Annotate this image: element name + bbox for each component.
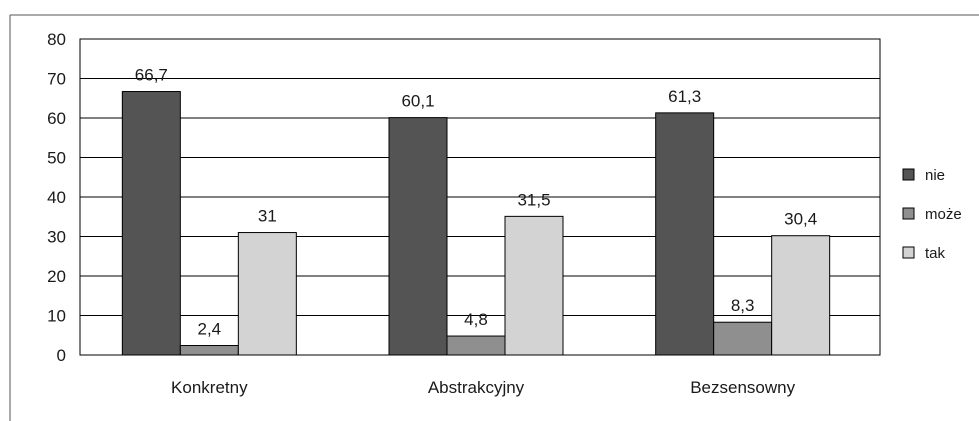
- data-label: 31,5: [517, 190, 550, 209]
- gridlines: [80, 38, 880, 356]
- y-tick-label: 0: [57, 346, 66, 365]
- data-label: 31: [258, 207, 277, 226]
- data-label: 4,8: [464, 310, 488, 329]
- y-tick-label: 60: [47, 109, 66, 128]
- data-label: 60,1: [401, 92, 434, 111]
- data-label: 61,3: [668, 87, 701, 106]
- legend-label: nie: [925, 167, 945, 184]
- x-axis: Konkretny Abstrakcyjny Bezsensowny: [171, 378, 796, 397]
- y-tick-label: 80: [47, 30, 66, 49]
- data-label: 30,4: [784, 210, 817, 229]
- legend-label: może: [925, 206, 962, 223]
- bar-nie-Bezsensowny: [655, 112, 715, 356]
- y-axis: 0 10 20 30 40 50 60 70 80: [47, 30, 881, 365]
- x-tick-label: Konkretny: [171, 378, 248, 397]
- y-tick-label: 10: [47, 307, 66, 326]
- legend-swatch-nie: [902, 168, 915, 181]
- y-tick-label: 20: [47, 267, 66, 286]
- data-label: 2,4: [198, 320, 222, 339]
- y-tick-label: 30: [47, 228, 66, 247]
- data-label: 8,3: [731, 296, 755, 315]
- legend-label: tak: [925, 245, 946, 262]
- legend: nie może tak: [902, 167, 962, 262]
- y-tick-label: 50: [47, 149, 66, 168]
- x-tick-label: Abstrakcyjny: [428, 378, 525, 397]
- bar-może-Abstrakcyjny: [446, 335, 506, 356]
- data-label: 66,7: [135, 66, 168, 85]
- bars: [121, 91, 831, 356]
- legend-swatch-tak: [902, 246, 915, 259]
- bar-nie-Abstrakcyjny: [388, 117, 448, 356]
- bar-może-Bezsensowny: [713, 321, 773, 356]
- bar-nie-Konkretny: [121, 91, 181, 356]
- data-labels: 66,7 2,4 31 60,1 4,8 31,5 61,3 8,3 30,4: [135, 66, 817, 339]
- y-tick-label: 70: [47, 70, 66, 89]
- x-tick-label: Bezsensowny: [690, 378, 795, 397]
- bar-tak-Konkretny: [237, 232, 297, 356]
- bar-tak-Bezsensowny: [771, 235, 831, 356]
- bar-może-Konkretny: [179, 345, 239, 356]
- legend-swatch-może: [902, 207, 915, 220]
- y-tick-label: 40: [47, 188, 66, 207]
- bar-tak-Abstrakcyjny: [504, 215, 564, 356]
